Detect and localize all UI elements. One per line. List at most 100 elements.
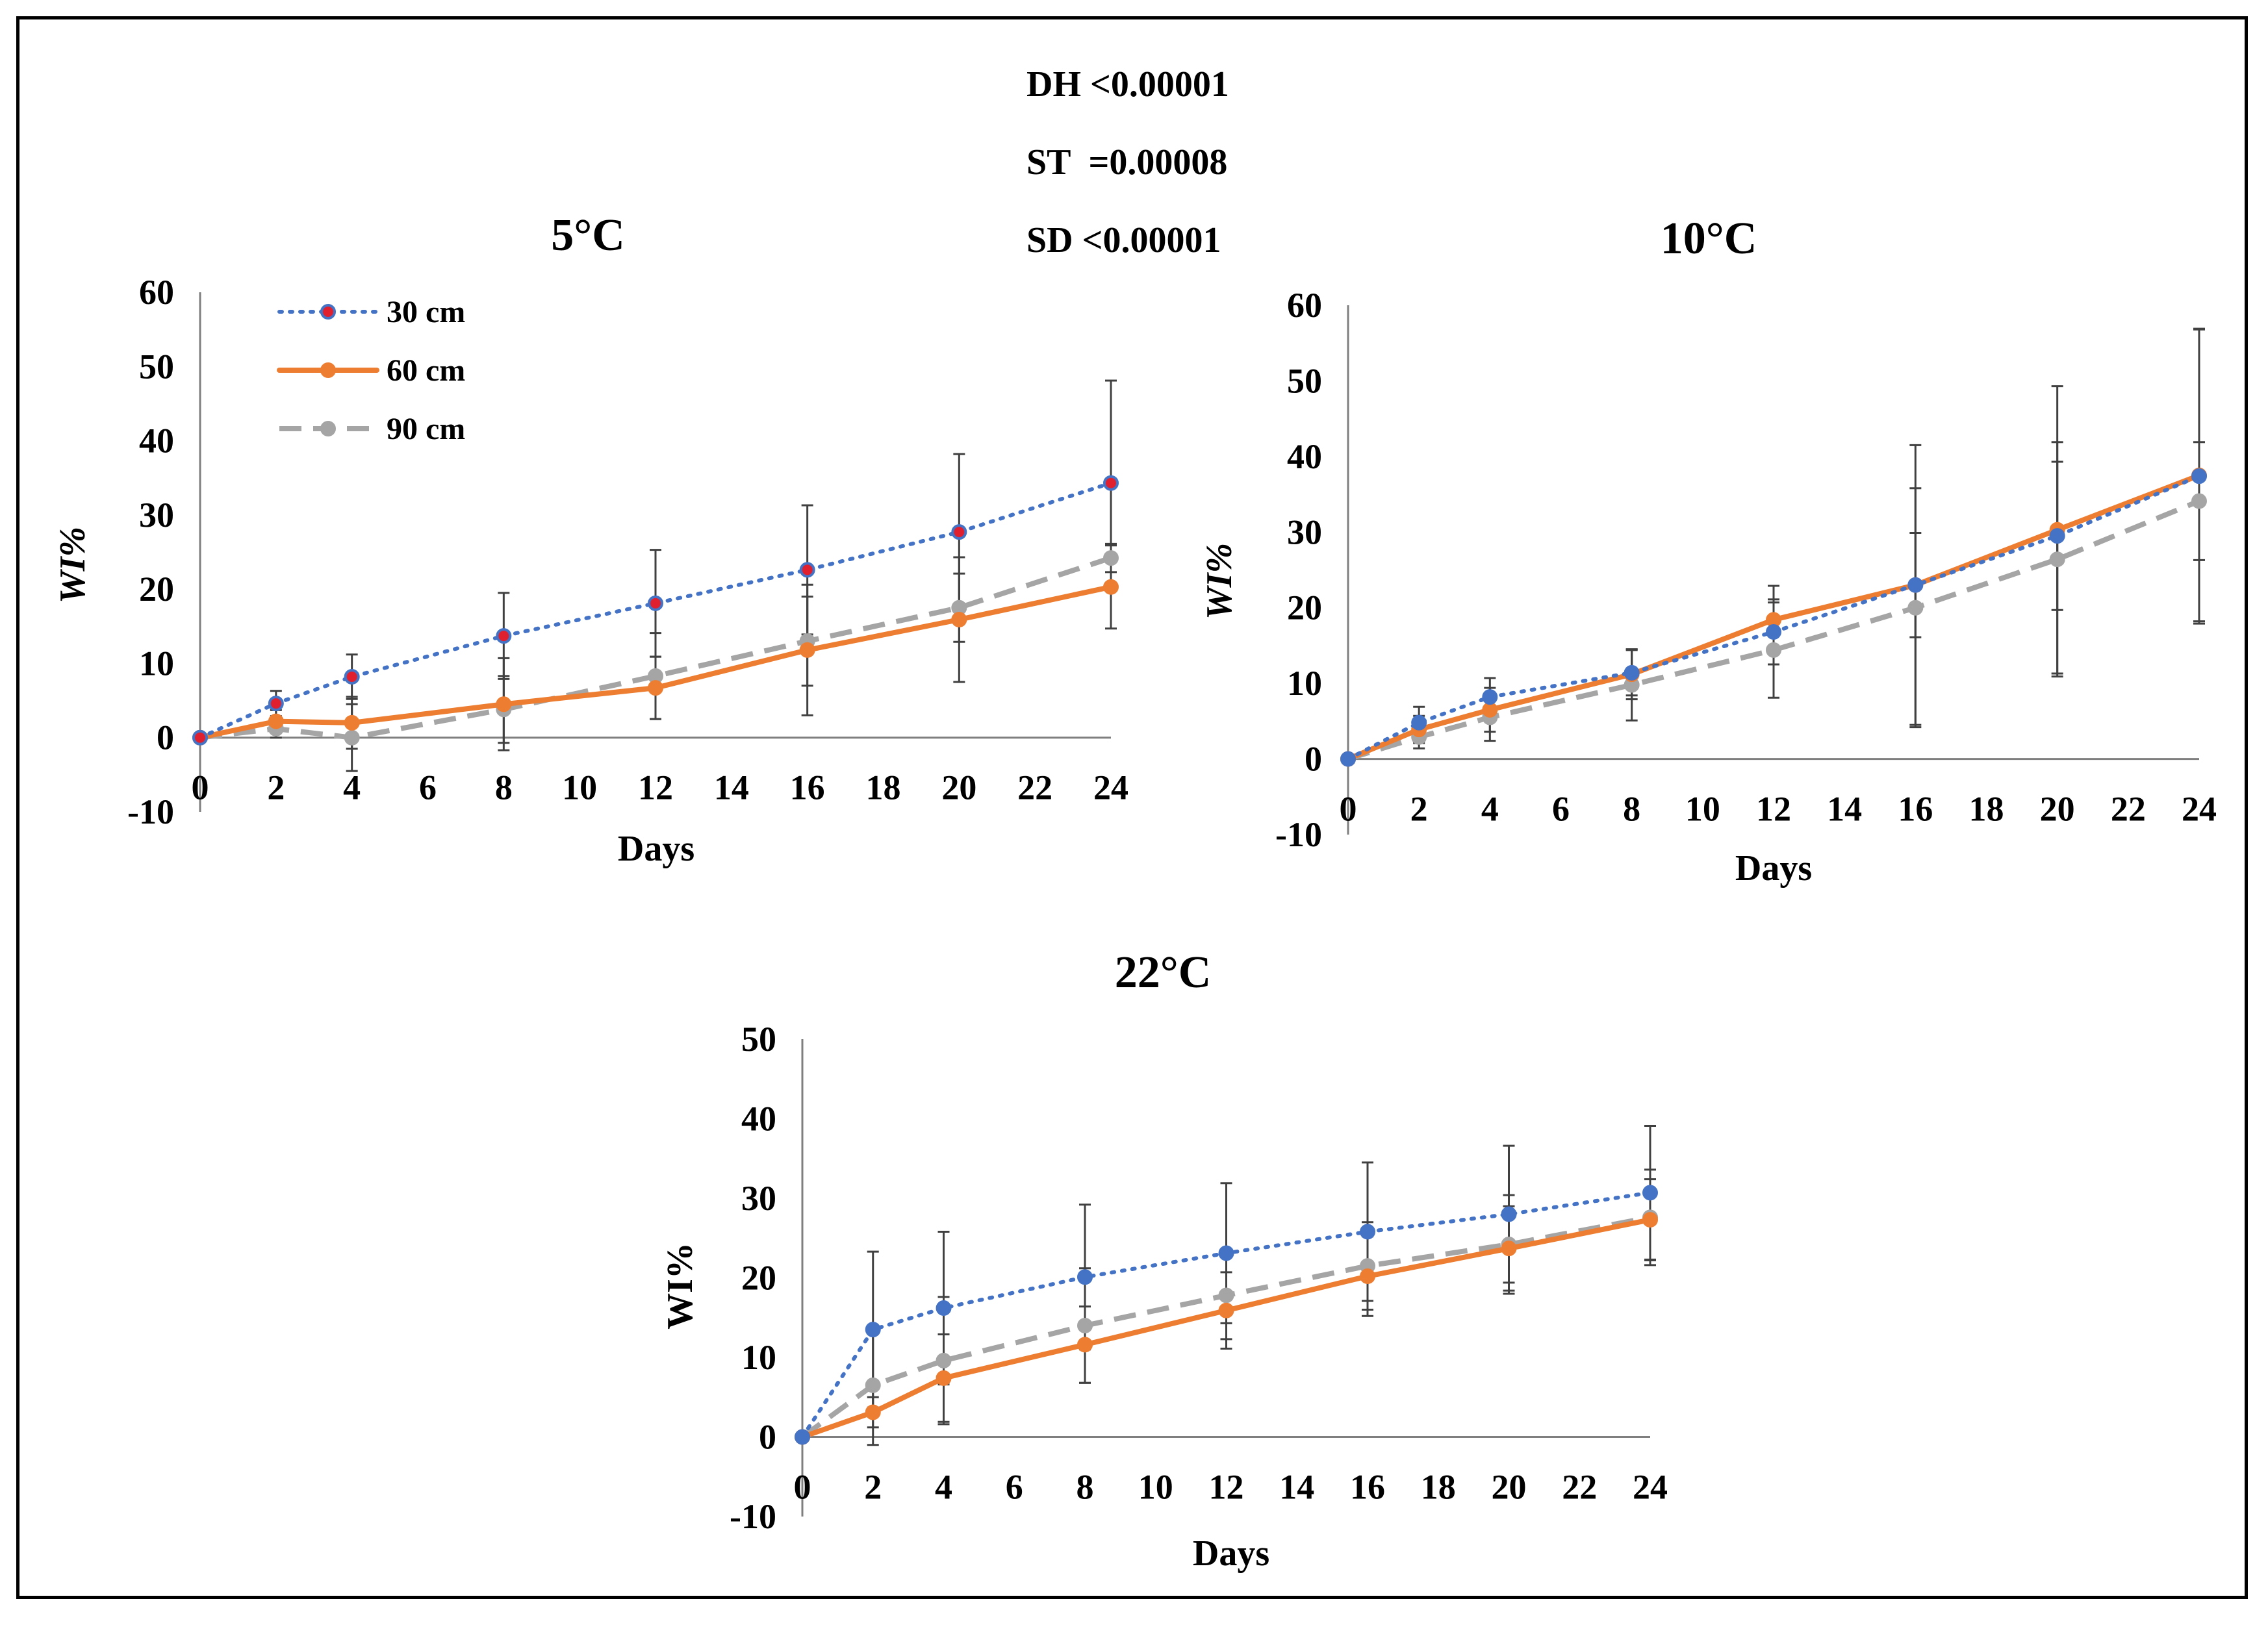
y-tick-label: 0	[1305, 740, 1322, 779]
x-tick-label: 14	[1827, 790, 1862, 829]
series-line-30-cm	[800, 1190, 1652, 1439]
y-tick-label: -10	[730, 1497, 776, 1536]
data-point	[936, 1370, 952, 1386]
stat-st: ST =0.00008	[1026, 142, 1228, 183]
series-line-90-cm	[199, 555, 1112, 740]
x-tick-label: 6	[1006, 1468, 1023, 1507]
x-tick-label: 4	[935, 1468, 952, 1507]
data-point	[1907, 599, 1924, 616]
y-tick-label: 60	[1287, 286, 1322, 325]
x-tick-label: 24	[1633, 1468, 1668, 1507]
data-point	[951, 612, 967, 627]
data-point	[865, 1404, 881, 1420]
y-tick-label: 0	[157, 718, 174, 757]
x-tick-label: 24	[2182, 790, 2217, 829]
y-tick-label: -10	[1275, 815, 1322, 854]
data-point	[648, 680, 663, 696]
x-tick-label: 12	[638, 768, 673, 807]
data-point	[865, 1377, 881, 1393]
x-tick-label: 18	[1421, 1468, 1456, 1507]
x-tick-label: 20	[2040, 790, 2075, 829]
series-line-90-cm	[800, 1215, 1651, 1439]
x-tick-label: 10	[562, 768, 597, 807]
data-point	[268, 713, 284, 729]
y-tick-label: 10	[1287, 664, 1322, 703]
y-tick-label: 30	[1287, 512, 1322, 551]
figure-frame	[16, 16, 2248, 1599]
y-tick-label: 20	[741, 1259, 776, 1298]
data-point	[1642, 1212, 1658, 1228]
x-tick-label: 22	[1562, 1468, 1597, 1507]
y-tick-label: 50	[1287, 361, 1322, 400]
x-tick-label: 22	[1017, 768, 1052, 807]
data-point	[1103, 579, 1119, 595]
legend-marker	[320, 362, 336, 378]
x-axis-label: Days	[618, 829, 694, 869]
x-tick-label: 10	[1138, 1468, 1173, 1507]
y-tick-label: 0	[759, 1418, 776, 1457]
y-tick-label: 60	[139, 273, 174, 312]
x-tick-label: 16	[790, 768, 825, 807]
data-point	[1218, 1245, 1234, 1261]
x-tick-label: 24	[1093, 768, 1128, 807]
data-point	[799, 642, 815, 658]
data-point	[951, 524, 967, 540]
y-tick-label: 20	[139, 570, 174, 609]
x-tick-label: 8	[1077, 1468, 1094, 1507]
data-point	[1077, 1337, 1093, 1353]
stat-sd: SD <0.00001	[1026, 220, 1221, 260]
data-point	[1360, 1224, 1375, 1240]
stat-dh: DH <0.00001	[1026, 64, 1229, 105]
data-point	[1340, 751, 1356, 767]
data-point	[2049, 528, 2065, 544]
data-point	[268, 696, 284, 712]
x-tick-label: 12	[1209, 1468, 1244, 1507]
data-point	[192, 729, 208, 746]
legend-label: 30 cm	[387, 295, 465, 329]
legend-marker	[320, 421, 336, 436]
data-point	[1482, 701, 1498, 718]
chart-title: 22°C	[1115, 948, 1212, 998]
series-line-60-cm	[1345, 473, 2202, 762]
data-point	[648, 595, 663, 611]
data-point	[344, 669, 360, 685]
x-tick-label: 2	[864, 1468, 882, 1507]
x-tick-label: 8	[1623, 790, 1640, 829]
data-point	[496, 696, 512, 712]
data-point	[1766, 642, 1781, 658]
x-tick-label: 18	[866, 768, 901, 807]
data-point	[1103, 550, 1119, 566]
x-tick-label: 12	[1756, 790, 1791, 829]
stats-block: DH <0.00001 ST =0.00008 SD <0.00001	[1026, 45, 1229, 279]
data-point	[344, 729, 360, 746]
series-line-60-cm	[197, 584, 1114, 740]
x-tick-label: 0	[1340, 790, 1357, 829]
data-point	[2049, 551, 2065, 568]
series-line-90-cm	[1347, 498, 2200, 762]
x-tick-label: 4	[1481, 790, 1499, 829]
y-axis-label: WI%	[660, 1242, 700, 1329]
x-tick-label: 16	[1350, 1468, 1385, 1507]
data-point	[1766, 624, 1781, 640]
data-point	[2191, 468, 2207, 485]
x-tick-label: 14	[1279, 1468, 1314, 1507]
data-point	[1077, 1318, 1093, 1333]
y-tick-label: 40	[1287, 437, 1322, 476]
x-tick-label: 20	[1492, 1468, 1527, 1507]
y-tick-label: 30	[139, 496, 174, 535]
data-point	[1103, 475, 1119, 491]
data-point	[936, 1352, 952, 1368]
series-line-60-cm	[800, 1217, 1653, 1440]
y-axis-label: WI%	[1199, 543, 1240, 620]
series-line-30-cm	[198, 481, 1113, 740]
x-axis-label: Days	[1735, 848, 1812, 888]
x-tick-label: 22	[2111, 790, 2146, 829]
data-point	[1218, 1287, 1234, 1304]
x-tick-label: 8	[495, 768, 513, 807]
y-tick-label: -10	[127, 792, 174, 831]
x-tick-label: 0	[794, 1468, 811, 1507]
data-point	[1482, 689, 1498, 705]
